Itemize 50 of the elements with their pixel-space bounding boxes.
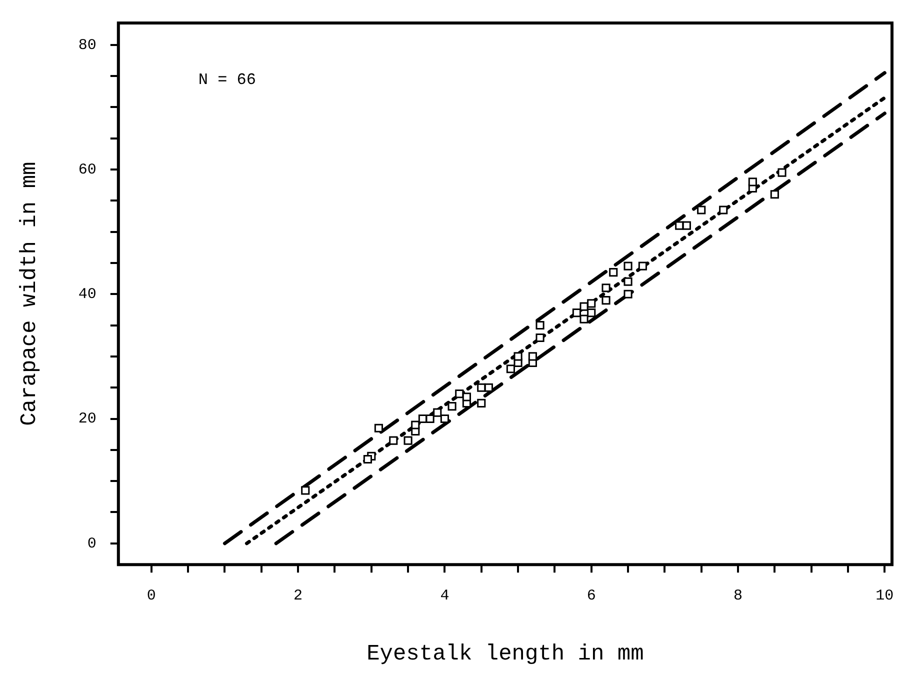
x-tick-label: 4	[440, 588, 450, 605]
point	[697, 206, 706, 214]
y-tick-label: 80	[78, 36, 96, 54]
point	[433, 408, 442, 417]
point	[404, 436, 412, 445]
point	[514, 352, 522, 361]
point	[624, 290, 632, 298]
point	[638, 262, 647, 270]
point	[455, 390, 464, 398]
x-tick-label: 8	[734, 588, 743, 605]
x-tick-label: 2	[294, 588, 303, 605]
point	[587, 299, 596, 308]
y-axis-title: Carapace width in mm	[17, 162, 42, 426]
annotation: N = 66	[198, 71, 256, 90]
point	[484, 383, 493, 392]
point	[624, 277, 632, 286]
point	[411, 420, 420, 430]
x-tick-label: 0	[146, 588, 156, 605]
point	[682, 221, 691, 230]
y-tick-label: 40	[78, 286, 96, 304]
point	[602, 296, 610, 305]
point	[536, 333, 544, 342]
point	[389, 436, 398, 445]
x-tick-label: 6	[586, 588, 596, 605]
point	[536, 320, 544, 330]
point	[528, 352, 537, 361]
y-tick-label: 60	[78, 161, 96, 178]
point	[440, 414, 449, 424]
point	[301, 486, 310, 495]
point	[506, 364, 515, 374]
y-tick-label: 20	[78, 410, 96, 428]
x-axis-title: Eyestalk length in mm	[366, 642, 644, 667]
point	[374, 424, 383, 432]
point	[580, 314, 588, 324]
point	[587, 308, 596, 318]
point	[624, 262, 632, 270]
y-tick-label: 0	[87, 535, 96, 552]
point	[477, 398, 486, 408]
point	[770, 190, 779, 199]
point	[602, 284, 610, 292]
point	[719, 206, 728, 214]
point	[748, 178, 757, 186]
point	[609, 268, 618, 277]
point	[363, 454, 372, 464]
point	[580, 302, 588, 311]
point	[572, 308, 581, 318]
point	[462, 392, 471, 402]
point	[448, 402, 456, 411]
point	[778, 168, 786, 177]
x-tick-label: 10	[876, 588, 894, 605]
